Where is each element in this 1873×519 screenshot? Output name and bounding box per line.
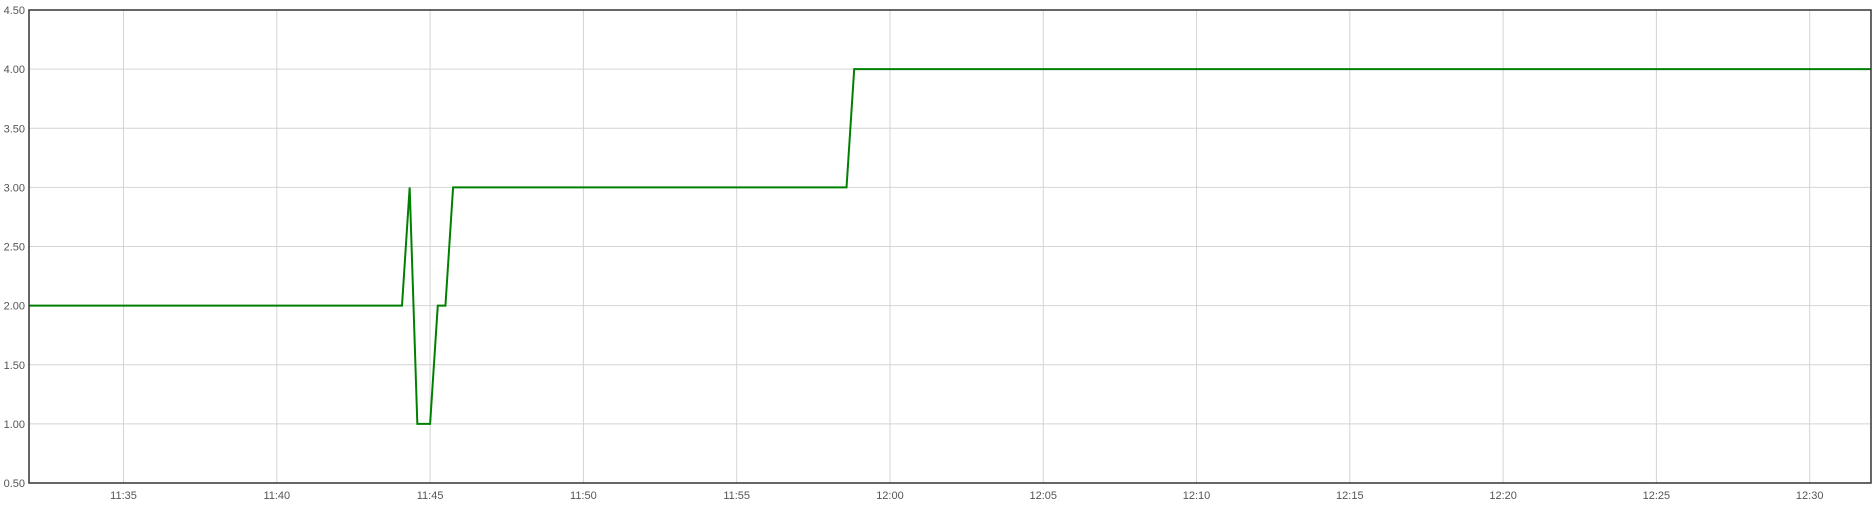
x-tick-label: 11:35 — [110, 490, 137, 502]
x-tick-label: 11:45 — [417, 490, 444, 502]
x-tick-label: 12:20 — [1489, 490, 1517, 502]
x-tick-label: 12:25 — [1643, 490, 1671, 502]
series-line-0 — [29, 68, 1871, 425]
y-axis-tick-labels: 0.50 1.00 1.50 2.00 2.50 3.00 3.50 4.00 4.50 — [4, 5, 25, 490]
plot-frame — [28, 9, 1872, 484]
y-tick-label: 1.00 — [4, 419, 25, 431]
x-tick-label: 12:30 — [1796, 490, 1824, 502]
horizontal-gridlines — [29, 9, 1871, 484]
y-tick-label: 3.50 — [4, 123, 25, 135]
x-tick-label: 11:50 — [570, 490, 597, 502]
y-tick-label: 4.50 — [4, 5, 25, 17]
series-layer — [29, 68, 1871, 425]
y-tick-label: 4.00 — [4, 64, 25, 76]
y-tick-label: 3.00 — [4, 182, 25, 194]
y-tick-label: 1.50 — [4, 360, 25, 372]
x-tick-label: 12:05 — [1029, 490, 1057, 502]
x-tick-label: 12:00 — [876, 490, 904, 502]
x-tick-label: 11:40 — [263, 490, 290, 502]
y-tick-label: 2.50 — [4, 242, 25, 254]
x-tick-label: 11:55 — [723, 490, 750, 502]
x-tick-label: 12:10 — [1183, 490, 1211, 502]
y-tick-label: 0.50 — [4, 478, 25, 490]
x-tick-label: 12:15 — [1336, 490, 1364, 502]
y-tick-label: 2.00 — [4, 301, 25, 313]
x-axis-tick-labels: 11:35 11:40 11:45 11:50 11:55 12:00 12:05 12:10… — [110, 490, 1823, 502]
